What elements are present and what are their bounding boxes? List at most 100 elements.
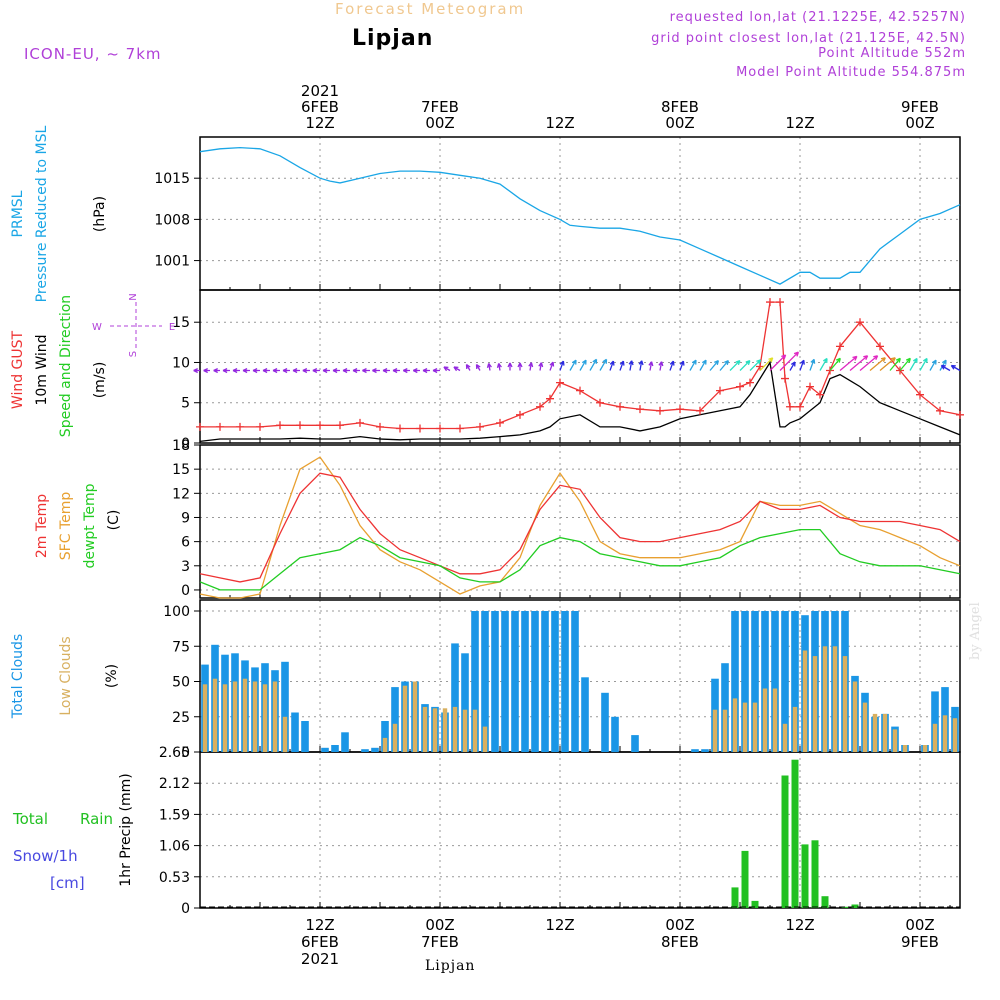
total-cloud-bar <box>611 716 619 753</box>
y-tick-label: 0 <box>181 745 190 761</box>
wind-arrow <box>739 359 751 371</box>
wind-arrow <box>402 368 410 374</box>
rain-bar <box>791 759 799 908</box>
y-tick-label: 12 <box>172 486 190 502</box>
wind-arrow <box>638 360 644 371</box>
y-tick-label: 2.12 <box>159 776 190 792</box>
wind-arrow <box>443 366 451 372</box>
low-cloud-bar <box>812 656 818 752</box>
low-cloud-bar <box>232 681 238 752</box>
wind-arrow <box>679 360 685 371</box>
rain-bar <box>821 896 829 908</box>
rain-bar <box>811 840 819 908</box>
low-cloud-bar <box>272 681 278 752</box>
y-tick-label: 0.53 <box>159 870 190 886</box>
gust-point <box>576 386 584 395</box>
wind-arrow <box>849 355 869 371</box>
top-tick-label: 12Z <box>545 114 574 132</box>
low-cloud-bar <box>392 723 398 752</box>
gust-point <box>546 394 554 403</box>
wind-gust-line <box>200 301 961 430</box>
top-tick-label: 2021 <box>301 82 339 100</box>
wind-arrow <box>589 358 598 371</box>
gust-point <box>786 402 794 411</box>
wind-arrow <box>465 363 471 371</box>
total-cloud-bar <box>291 712 299 752</box>
bottom-tick-label: 2021 <box>301 950 339 968</box>
bottom-tick-label: 00Z <box>905 916 934 934</box>
label-2m-temp: 2m Temp <box>34 494 50 558</box>
y-tick-label: 50 <box>172 675 190 691</box>
gust-point <box>636 405 644 414</box>
requested-coords: requested lon,lat (21.1225E, 42.5257N) <box>669 10 966 25</box>
wind-arrow <box>669 360 675 371</box>
wind-arrow <box>496 363 502 371</box>
gust-point <box>796 402 804 411</box>
total-cloud-bar <box>501 611 509 752</box>
label-celsius: (C) <box>106 510 122 531</box>
bottom-tick-label: 00Z <box>665 916 694 934</box>
low-cloud-bar <box>802 650 808 752</box>
low-cloud-bar <box>952 718 958 752</box>
panel-frame <box>199 136 961 291</box>
gust-point <box>781 374 789 383</box>
wind-arrow <box>382 368 390 374</box>
wind-arrow <box>538 362 544 371</box>
wind-arrow <box>689 359 697 371</box>
gust-point <box>716 386 724 395</box>
low-cloud-bar <box>782 723 788 752</box>
compass-e: E <box>169 322 175 333</box>
wind-arrow <box>759 357 774 371</box>
wind-arrow <box>453 366 461 372</box>
wind-arrow <box>549 361 555 371</box>
panel-precip: 0 0.53 1.06 1.59 2.12 2.65 <box>159 745 961 917</box>
total-cloud-bar <box>601 692 609 752</box>
total-cloud-bar <box>561 611 569 752</box>
wind-arrow <box>475 363 481 371</box>
label-pressure-msl: Pressure Reduced to MSL <box>34 125 50 302</box>
low-cloud-bar <box>892 729 898 752</box>
y-tick-label: 2.65 <box>159 745 190 761</box>
low-cloud-bar <box>432 708 438 752</box>
gust-point <box>496 418 504 427</box>
model-label: ICON-EU, ~ 7km <box>24 45 162 63</box>
label-percent: (%) <box>104 664 120 688</box>
total-cloud-bar <box>541 611 549 752</box>
low-cloud-bar <box>242 678 248 752</box>
wind-arrow <box>859 355 879 371</box>
gust-point <box>216 422 224 431</box>
wind-arrow <box>829 357 841 371</box>
total-cloud-bar <box>531 611 539 752</box>
wind-arrow <box>222 368 230 374</box>
gust-point <box>596 398 604 407</box>
low-cloud-bar <box>752 702 758 752</box>
label-total-clouds: Total Clouds <box>10 634 26 719</box>
total-cloud-bar <box>571 611 579 752</box>
gust-point <box>396 424 404 433</box>
bottom-tick-label: 12Z <box>305 916 334 934</box>
pressure-line <box>199 146 961 285</box>
wind-arrow <box>789 361 796 371</box>
wind-speed-line <box>199 360 961 443</box>
total-cloud-bar <box>481 611 489 752</box>
model-point-altitude: Model Point Altitude 554.875m <box>736 65 966 80</box>
low-cloud-bar <box>402 685 408 752</box>
gust-point <box>436 424 444 433</box>
gust-point <box>696 406 704 415</box>
wind-arrow <box>749 359 762 371</box>
gust-point <box>416 424 424 433</box>
wind-arrow <box>272 368 280 374</box>
y-tick-label: 1015 <box>154 171 190 187</box>
total-cloud-bar <box>341 732 349 752</box>
wind-arrow <box>322 368 330 374</box>
top-tick-label: 12Z <box>305 114 334 132</box>
rain-bar <box>741 850 749 908</box>
gust-point <box>356 418 364 427</box>
gust-point <box>196 422 204 431</box>
compass-s: S <box>128 351 139 357</box>
rain-bar <box>801 844 809 908</box>
panel-pressure: 1001 1008 1015 <box>154 136 961 291</box>
rain-bar <box>851 904 859 908</box>
total-cloud-bar <box>721 663 729 752</box>
bottom-tick-label: 6FEB <box>301 933 339 951</box>
